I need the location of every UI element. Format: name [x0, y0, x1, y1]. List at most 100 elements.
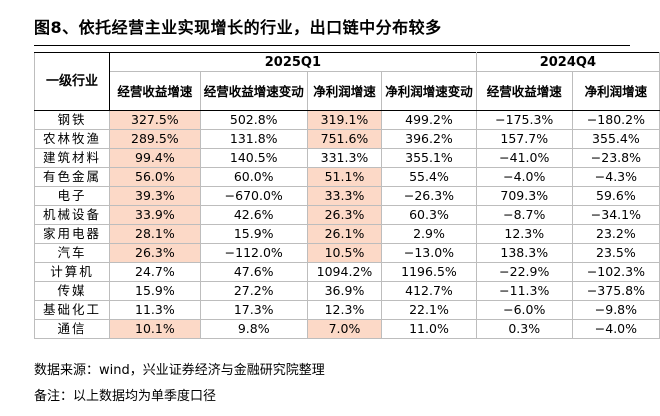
group-header-2024q4: 2024Q4	[475, 52, 660, 72]
value-cell: 289.5%	[109, 129, 201, 149]
column-header: 净利润增速变动	[381, 71, 477, 111]
value-cell: −4.0%	[475, 167, 573, 187]
column-header: 经营收益增速	[475, 71, 573, 111]
value-cell: 17.3%	[199, 300, 308, 320]
value-cell: 42.6%	[199, 205, 308, 225]
value-cell: 33.3%	[306, 186, 383, 206]
industry-name-cell: 电子	[33, 186, 111, 206]
industry-name-cell: 通信	[33, 319, 111, 339]
value-cell: 10.1%	[109, 319, 201, 339]
value-cell: 355.1%	[381, 148, 477, 168]
figure-title: 图8、依托经营主业实现增长的行业，出口链中分布较多	[34, 18, 442, 37]
value-cell: 751.6%	[306, 129, 383, 149]
table-row: 计算机 24.7% 47.6% 1094.2% 1196.5% −22.9% −102.3%	[33, 262, 660, 282]
value-cell: −112.0%	[199, 243, 308, 263]
value-cell: −4.3%	[571, 167, 660, 187]
value-cell: 9.8%	[199, 319, 308, 339]
industry-name-cell: 汽车	[33, 243, 111, 263]
industry-name-cell: 基础化工	[33, 300, 111, 320]
table-row: 农林牧渔 289.5% 131.8% 751.6% 396.2% 157.7% 355.4%	[33, 129, 660, 149]
column-header: 经营收益增速	[109, 71, 201, 111]
value-cell: −375.8%	[571, 281, 660, 301]
table-row: 传媒 15.9% 27.2% 36.9% 412.7% −11.3% −375.8%	[33, 281, 660, 301]
value-cell: 23.2%	[571, 224, 660, 244]
value-cell: 12.3%	[306, 300, 383, 320]
value-cell: 502.8%	[199, 110, 308, 130]
value-cell: −6.0%	[475, 300, 573, 320]
value-cell: 499.2%	[381, 110, 477, 130]
industry-name-cell: 有色金属	[33, 167, 111, 187]
value-cell: −11.3%	[475, 281, 573, 301]
value-cell: 24.7%	[109, 262, 201, 282]
value-cell: 131.8%	[199, 129, 308, 149]
value-cell: 355.4%	[571, 129, 660, 149]
source-note: 数据来源：wind，兴业证券经济与金融研究院整理	[34, 363, 325, 378]
industry-name-cell: 建筑材料	[33, 148, 111, 168]
industry-name-cell: 传媒	[33, 281, 111, 301]
value-cell: 0.3%	[475, 319, 573, 339]
value-cell: 56.0%	[109, 167, 201, 187]
industry-name-cell: 机械设备	[33, 205, 111, 225]
industry-name-cell: 计算机	[33, 262, 111, 282]
value-cell: 60.3%	[381, 205, 477, 225]
value-cell: −4.0%	[571, 319, 660, 339]
value-cell: 47.6%	[199, 262, 308, 282]
column-header: 净利润增速	[306, 71, 383, 111]
value-cell: 7.0%	[306, 319, 383, 339]
group-header-2025q1: 2025Q1	[109, 52, 477, 72]
value-cell: 26.3%	[109, 243, 201, 263]
value-cell: −102.3%	[571, 262, 660, 282]
row-header-cell: 一级行业	[33, 52, 111, 111]
value-cell: 140.5%	[199, 148, 308, 168]
value-cell: 99.4%	[109, 148, 201, 168]
table-row: 基础化工 11.3% 17.3% 12.3% 22.1% −6.0% −9.8%	[33, 300, 660, 320]
industry-name-cell: 农林牧渔	[33, 129, 111, 149]
value-cell: 12.3%	[475, 224, 573, 244]
value-cell: 11.3%	[109, 300, 201, 320]
value-cell: 27.2%	[199, 281, 308, 301]
value-cell: 33.9%	[109, 205, 201, 225]
table-row: 家用电器 28.1% 15.9% 26.1% 2.9% 12.3% 23.2%	[33, 224, 660, 244]
value-cell: 396.2%	[381, 129, 477, 149]
value-cell: 36.9%	[306, 281, 383, 301]
table-row: 建筑材料 99.4% 140.5% 331.3% 355.1% −41.0% −23.8%	[33, 148, 660, 168]
value-cell: 15.9%	[109, 281, 201, 301]
value-cell: −9.8%	[571, 300, 660, 320]
value-cell: 319.1%	[306, 110, 383, 130]
table-row: 有色金属 56.0% 60.0% 51.1% 55.4% −4.0% −4.3%	[33, 167, 660, 187]
industry-growth-table: 一级行业 2025Q1 2024Q4 经营收益增速 经营收益增速变动 净利润增速…	[33, 52, 660, 339]
value-cell: 15.9%	[199, 224, 308, 244]
value-cell: −26.3%	[381, 186, 477, 206]
value-cell: −175.3%	[475, 110, 573, 130]
value-cell: 10.5%	[306, 243, 383, 263]
value-cell: 39.3%	[109, 186, 201, 206]
table-row: 汽车 26.3% −112.0% 10.5% −13.0% 138.3% 23.5%	[33, 243, 660, 263]
value-cell: 26.1%	[306, 224, 383, 244]
column-header: 净利润增速	[571, 71, 660, 111]
table-row: 通信 10.1% 9.8% 7.0% 11.0% 0.3% −4.0%	[33, 319, 660, 339]
value-cell: −34.1%	[571, 205, 660, 225]
remark-note: 备注：以上数据均为单季度口径	[34, 389, 217, 404]
value-cell: 138.3%	[475, 243, 573, 263]
table-row: 钢铁 327.5% 502.8% 319.1% 499.2% −175.3% −180.2%	[33, 110, 660, 130]
table-body: 钢铁 327.5% 502.8% 319.1% 499.2% −175.3% −180.2%…	[33, 110, 660, 339]
value-cell: 157.7%	[475, 129, 573, 149]
value-cell: 60.0%	[199, 167, 308, 187]
table-row: 电子 39.3% −670.0% 33.3% −26.3% 709.3% 59.6%	[33, 186, 660, 206]
value-cell: 709.3%	[475, 186, 573, 206]
column-header-row: 经营收益增速 经营收益增速变动 净利润增速 净利润增速变动 经营收益增速 净利润…	[35, 71, 660, 111]
value-cell: −23.8%	[571, 148, 660, 168]
industry-name-cell: 钢铁	[33, 110, 111, 130]
value-cell: 23.5%	[571, 243, 660, 263]
value-cell: 1196.5%	[381, 262, 477, 282]
value-cell: 59.6%	[571, 186, 660, 206]
value-cell: 51.1%	[306, 167, 383, 187]
value-cell: −41.0%	[475, 148, 573, 168]
value-cell: −670.0%	[199, 186, 308, 206]
value-cell: 412.7%	[381, 281, 477, 301]
value-cell: 55.4%	[381, 167, 477, 187]
value-cell: 26.3%	[306, 205, 383, 225]
industry-name-cell: 家用电器	[33, 224, 111, 244]
value-cell: 11.0%	[381, 319, 477, 339]
value-cell: 327.5%	[109, 110, 201, 130]
